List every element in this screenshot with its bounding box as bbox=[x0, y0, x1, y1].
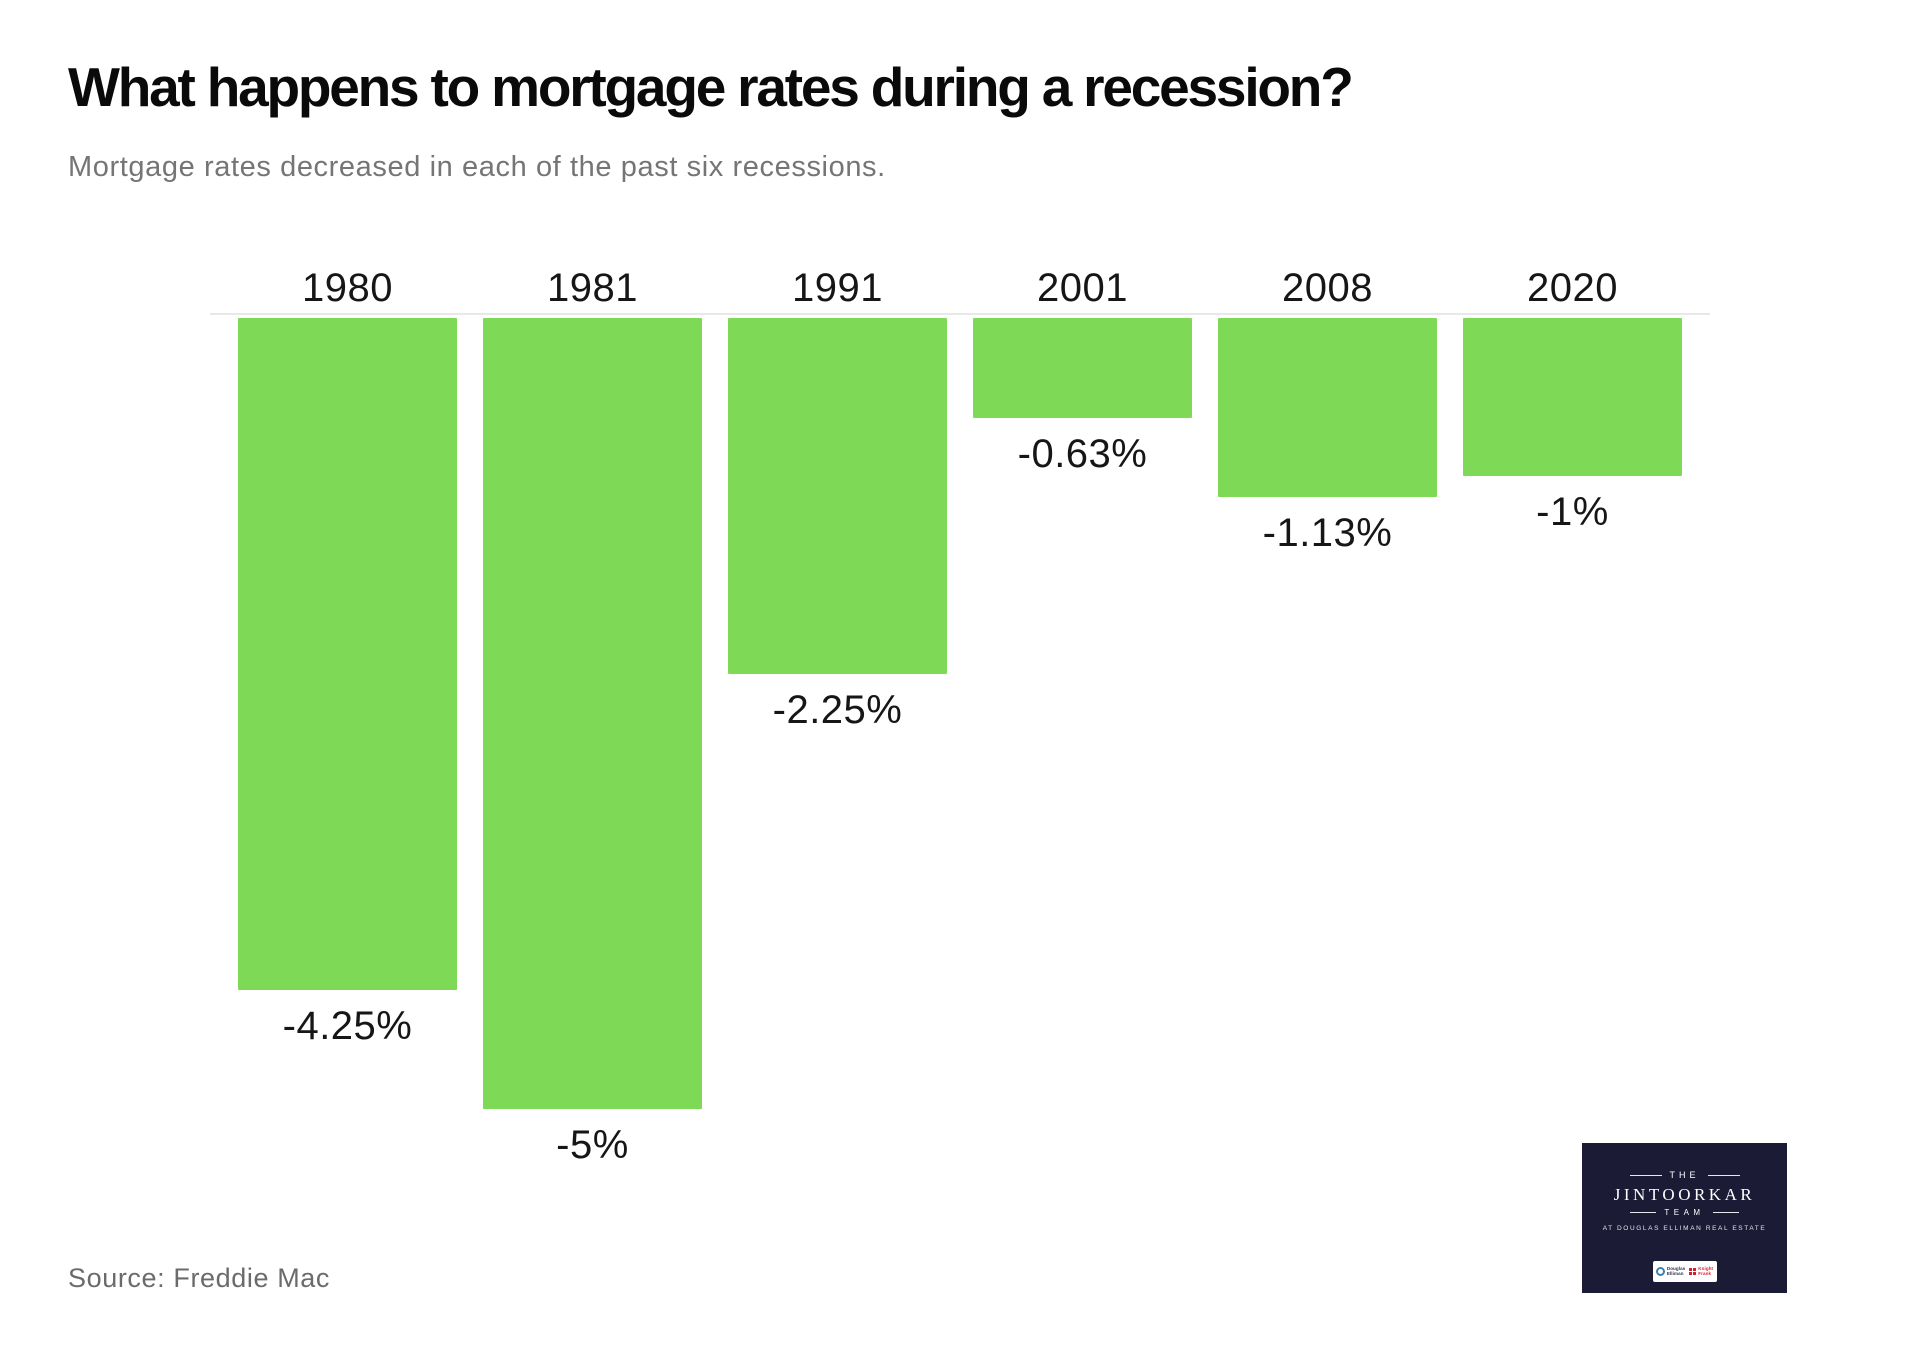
category-label-1991: 1991 bbox=[792, 266, 883, 310]
douglas-elliman-icon bbox=[1655, 1267, 1665, 1276]
knight-frank-line2: Frank bbox=[1698, 1270, 1712, 1276]
logo-rule-left bbox=[1629, 1174, 1662, 1176]
value-label-2001: -0.63% bbox=[1017, 432, 1148, 476]
bar-2001 bbox=[973, 318, 1192, 418]
logo-the-row: THE bbox=[1629, 1170, 1740, 1180]
value-label-1980: -4.25% bbox=[282, 1004, 413, 1048]
bars-container: 1980 -4.25% 1981 -5% 1991 -2.25% 2001 -0.63% 200… bbox=[238, 268, 1682, 1167]
category-label-1981: 1981 bbox=[547, 266, 638, 310]
logo-rule-right bbox=[1707, 1174, 1740, 1176]
douglas-elliman-logo: Douglas Elliman bbox=[1655, 1266, 1686, 1276]
category-label-2020: 2020 bbox=[1527, 266, 1618, 310]
value-label-2020: -1% bbox=[1536, 490, 1609, 534]
knight-frank-icon bbox=[1689, 1268, 1697, 1275]
logo-rule-left bbox=[1630, 1212, 1657, 1213]
douglas-elliman-line1: Douglas bbox=[1666, 1266, 1686, 1271]
bar-group-2001: 2001 -0.63% bbox=[973, 268, 1192, 476]
knight-frank-logo: Knight Frank bbox=[1689, 1266, 1714, 1276]
bar-1981 bbox=[483, 318, 702, 1109]
bar-group-1980: 1980 -4.25% bbox=[238, 268, 457, 1048]
logo-team-row: TEAM bbox=[1630, 1208, 1739, 1217]
axis-baseline bbox=[210, 313, 1710, 315]
logo-team-text: TEAM bbox=[1664, 1208, 1705, 1217]
bar-1980 bbox=[238, 318, 457, 990]
bar-2008 bbox=[1218, 318, 1437, 497]
brokerage-badge: Douglas Elliman Knight Frank bbox=[1652, 1261, 1717, 1282]
knight-frank-line1: Knight bbox=[1698, 1266, 1714, 1271]
bar-group-1981: 1981 -5% bbox=[483, 268, 702, 1167]
bar-group-2008: 2008 -1.13% bbox=[1218, 268, 1437, 555]
bar-1991 bbox=[728, 318, 947, 674]
source-text: Source: Freddie Mac bbox=[68, 1263, 331, 1293]
logo-rule-right bbox=[1712, 1212, 1739, 1213]
logo-brokerage-text: AT DOUGLAS ELLIMAN REAL ESTATE bbox=[1602, 1225, 1767, 1232]
logo-the-text: THE bbox=[1669, 1170, 1700, 1180]
category-label-2001: 2001 bbox=[1037, 266, 1128, 310]
category-label-1980: 1980 bbox=[302, 266, 393, 310]
value-label-1981: -5% bbox=[556, 1123, 629, 1167]
team-logo: THE JINTOORKAR TEAM AT DOUGLAS ELLIMAN R… bbox=[1582, 1143, 1787, 1293]
bar-2020 bbox=[1463, 318, 1682, 476]
category-label-2008: 2008 bbox=[1282, 266, 1373, 310]
douglas-elliman-label: Douglas Elliman bbox=[1666, 1266, 1686, 1276]
knight-frank-label: Knight Frank bbox=[1698, 1266, 1714, 1276]
value-label-1991: -2.25% bbox=[772, 688, 903, 732]
douglas-elliman-line2: Elliman bbox=[1666, 1270, 1684, 1276]
value-label-2008: -1.13% bbox=[1262, 511, 1393, 555]
logo-team-name: JINTOORKAR bbox=[1613, 1185, 1756, 1204]
bar-group-1991: 1991 -2.25% bbox=[728, 268, 947, 732]
page-title: What happens to mortgage rates during a … bbox=[68, 56, 1354, 118]
bar-group-2020: 2020 -1% bbox=[1463, 268, 1682, 534]
page-subtitle: Mortgage rates decreased in each of the … bbox=[68, 151, 886, 183]
